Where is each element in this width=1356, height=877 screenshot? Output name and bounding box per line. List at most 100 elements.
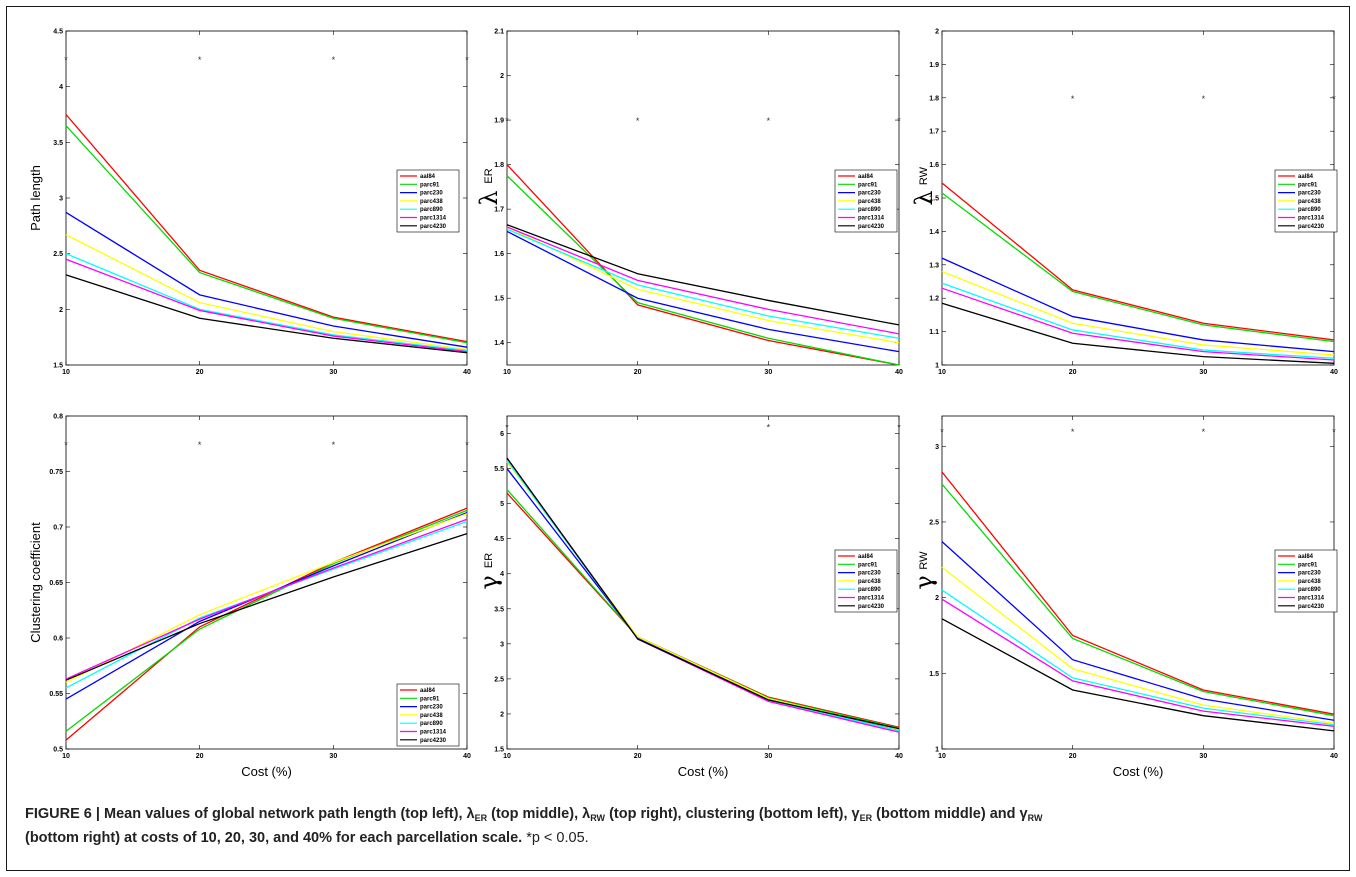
x-axis-label: Cost (%) xyxy=(241,764,292,779)
legend-label: parc438 xyxy=(858,579,881,585)
y-axis-label-sub: RW xyxy=(918,166,930,185)
significance-star: * xyxy=(767,116,771,126)
legend-label: parc1314 xyxy=(420,216,447,222)
legend-label: parc91 xyxy=(858,182,878,188)
series-line-parc4230 xyxy=(941,302,1335,364)
series-line-parc1314 xyxy=(65,258,468,353)
series-line-parc1314 xyxy=(506,226,900,335)
caption-sub-rw-1: RW xyxy=(590,813,606,823)
legend-label: parc91 xyxy=(420,182,440,188)
legend-label: parc4230 xyxy=(1298,224,1325,230)
y-tick-label: 4 xyxy=(500,571,504,578)
y-tick-label: 4 xyxy=(59,84,63,91)
y-axis-label: λ xyxy=(475,190,503,205)
figure-panels: 1.5 2 2.5 3 3.5 4 4.5 10 20 30 40 * * * * aal84 parc91 pa… xyxy=(28,29,1338,780)
y-tick-label: 2 xyxy=(500,73,504,80)
y-tick-label: 1 xyxy=(935,747,939,754)
panel-top-middle: 1.4 1.5 1.6 1.7 1.8 1.9 2 2.1 10 20 30 40 * * * * aal84 p… xyxy=(475,29,903,377)
caption-sub-er-1: ER xyxy=(474,813,488,823)
legend-label: parc890 xyxy=(858,587,881,593)
caption-sub-rw-2: RW xyxy=(1027,813,1043,823)
y-tick-label: 4.5 xyxy=(53,29,63,36)
x-tick-label: 40 xyxy=(1330,369,1338,376)
y-tick-label: 0.65 xyxy=(49,580,63,587)
y-tick-label: 1.9 xyxy=(929,62,939,69)
series-line-parc890 xyxy=(65,520,468,689)
significance-star: * xyxy=(505,116,509,126)
significance-star: * xyxy=(332,440,336,450)
y-tick-label: 1.8 xyxy=(494,162,504,169)
legend-label: aal84 xyxy=(858,554,874,560)
y-axis-label: Clustering coefficient xyxy=(28,522,43,643)
y-tick-label: 1.9 xyxy=(494,118,504,125)
legend-label: parc890 xyxy=(420,207,443,213)
x-tick-label: 30 xyxy=(329,369,337,376)
legend-label: parc438 xyxy=(420,713,443,719)
legend-label: parc1314 xyxy=(420,730,447,736)
x-tick-label: 40 xyxy=(1330,753,1338,760)
y-tick-label: 1.7 xyxy=(494,207,504,214)
caption-label: FIGURE 6 | Mean values of global network… xyxy=(25,806,467,822)
y-tick-label: 2.1 xyxy=(494,29,504,36)
series-line-parc1314 xyxy=(941,287,1335,361)
legend-label: parc4230 xyxy=(420,224,447,230)
series-line-parc230 xyxy=(941,257,1335,353)
x-tick-label: 40 xyxy=(895,753,903,760)
panel-bottom-middle: 1.5 2 2.5 3 3.5 4 4.5 5 5.5 6 10 20 30 40 * * * aal84 parc… xyxy=(475,415,903,779)
caption-part3: (top right), clustering (bottom left), xyxy=(605,806,852,822)
caption-sub-er-2: ER xyxy=(859,813,873,823)
y-tick-label: 3 xyxy=(935,444,939,451)
y-tick-label: 2.5 xyxy=(494,676,504,683)
series-line-parc91 xyxy=(506,175,900,366)
x-tick-label: 10 xyxy=(62,369,70,376)
series-line-parc438 xyxy=(65,234,468,351)
y-axis-label: γ xyxy=(910,575,938,589)
series-line-aal84 xyxy=(65,507,468,741)
significance-star: * xyxy=(64,440,68,450)
y-tick-label: 0.6 xyxy=(53,636,63,643)
significance-star: * xyxy=(505,423,509,433)
x-axis-label: Cost (%) xyxy=(1113,764,1164,779)
series-line-parc230 xyxy=(506,230,900,353)
y-tick-label: 2 xyxy=(500,711,504,718)
series-line-parc4230 xyxy=(941,618,1335,732)
y-tick-label: 1.5 xyxy=(929,671,939,678)
legend-label: parc438 xyxy=(420,199,443,205)
series-line-parc4230 xyxy=(506,224,900,326)
series-line-parc4230 xyxy=(65,274,468,354)
y-tick-label: 5.5 xyxy=(494,466,504,473)
y-tick-label: 3.5 xyxy=(494,606,504,613)
x-tick-label: 20 xyxy=(196,369,204,376)
legend-label: parc91 xyxy=(420,696,440,702)
figure-caption: FIGURE 6 | Mean values of global network… xyxy=(25,804,1325,848)
x-tick-label: 40 xyxy=(463,753,471,760)
y-tick-label: 5 xyxy=(500,501,504,508)
legend-label: parc91 xyxy=(858,562,878,568)
series-line-parc4230 xyxy=(506,457,900,730)
y-axis-label-sub: ER xyxy=(483,553,495,568)
significance-star: * xyxy=(767,423,771,433)
caption-part4: (bottom middle) and xyxy=(872,806,1020,822)
caption-line-2: (bottom right) at costs of 10, 20, 30, a… xyxy=(25,828,1325,848)
legend-label: parc890 xyxy=(1298,587,1321,593)
x-tick-label: 40 xyxy=(895,369,903,376)
y-tick-label: 2 xyxy=(59,307,63,314)
legend-label: parc1314 xyxy=(1298,216,1325,222)
legend-label: parc230 xyxy=(858,191,881,197)
series-line-parc438 xyxy=(941,566,1335,724)
x-tick-label: 30 xyxy=(1199,753,1207,760)
legend-label: parc1314 xyxy=(858,216,885,222)
caption-lambda-2: λ xyxy=(582,806,591,822)
significance-star: * xyxy=(198,55,202,65)
panel-bottom-right: 1 1.5 2 2.5 3 10 20 30 40 * * * * aal84 parc91 parc230 p… xyxy=(910,415,1338,779)
panel-top-right: 1 1.1 1.2 1.3 1.4 1.5 1.6 1.7 1.8 1.9 2 10 20 30 40 * * *… xyxy=(910,29,1338,377)
caption-line-1: FIGURE 6 | Mean values of global network… xyxy=(25,804,1325,828)
legend-label: parc4230 xyxy=(858,224,885,230)
series-line-parc890 xyxy=(65,253,468,352)
series-line-parc890 xyxy=(506,228,900,339)
y-tick-label: 1.7 xyxy=(929,129,939,136)
y-tick-label: 1.4 xyxy=(929,229,939,236)
x-tick-label: 30 xyxy=(329,753,337,760)
legend-label: parc438 xyxy=(1298,199,1321,205)
significance-star: * xyxy=(465,55,469,65)
